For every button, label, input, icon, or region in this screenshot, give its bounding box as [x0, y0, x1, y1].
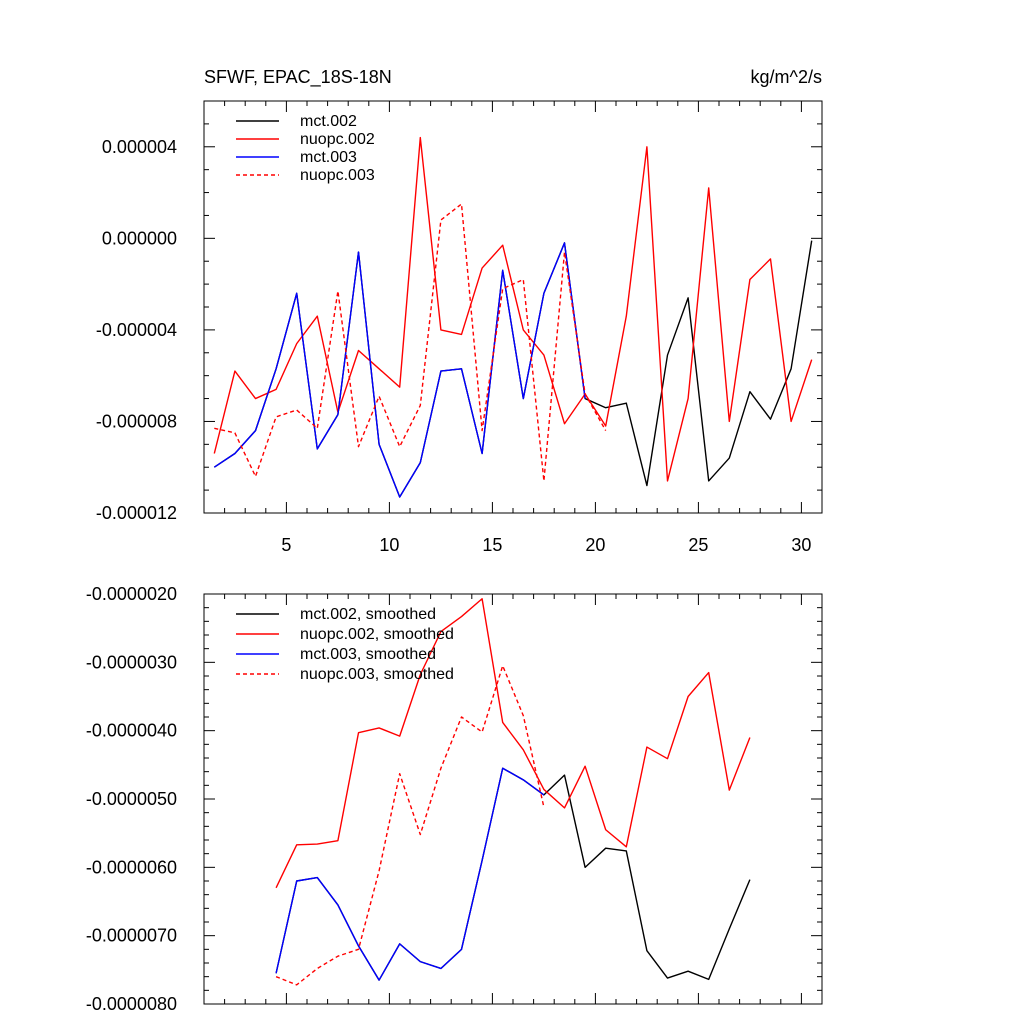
legend-label: nuopc.003: [300, 167, 375, 184]
y-tick-label: 0.000000: [102, 228, 177, 248]
y-tick-label: -0.0000070: [86, 926, 177, 946]
legend-label: nuopc.002, smoothed: [300, 626, 454, 643]
x-tick-label: 15: [482, 535, 502, 555]
y-tick-label: -0.000008: [96, 411, 177, 431]
y-tick-label: -0.0000030: [86, 652, 177, 672]
series-line-2: [275, 767, 545, 981]
legend-label: mct.003: [300, 149, 357, 166]
series-line-3: [214, 203, 607, 482]
series-line-1: [275, 598, 751, 889]
y-tick-label: -0.0000040: [86, 721, 177, 741]
y-tick-label: -0.000012: [96, 503, 177, 523]
x-tick-label: 5: [281, 535, 291, 555]
y-tick-label: -0.0000050: [86, 789, 177, 809]
series-line-0: [275, 767, 751, 981]
legend-label: nuopc.002: [300, 131, 375, 148]
y-tick-label: -0.0000020: [86, 584, 177, 604]
series-line-3: [275, 665, 545, 986]
top-chart-panel: SFWF, EPAC_18S-18N kg/m^2/s 5 10 15 20 25 30 0…: [96, 67, 823, 555]
plot-frame: [203, 100, 823, 514]
legend-label: mct.002, smoothed: [300, 606, 436, 623]
x-tick-label: 30: [791, 535, 811, 555]
series-line-1: [213, 136, 813, 482]
x-tick-label: 25: [688, 535, 708, 555]
legend-label: nuopc.003, smoothed: [300, 666, 454, 683]
y-tick-label: 0.000004: [102, 137, 177, 157]
x-tick-label: 10: [379, 535, 399, 555]
chart-title: SFWF, EPAC_18S-18N: [204, 67, 392, 88]
plot-frame: [203, 593, 823, 1005]
chart-units: kg/m^2/s: [751, 67, 822, 87]
y-tick-label: -0.0000080: [86, 994, 177, 1014]
legend-label: mct.002: [300, 113, 357, 130]
bottom-chart-panel: -0.0000020 -0.0000030 -0.0000040 -0.0000050…: [86, 584, 823, 1014]
legend-label: mct.003, smoothed: [300, 646, 436, 663]
series-line-0: [213, 240, 813, 498]
series-line-2: [213, 242, 586, 498]
y-tick-label: -0.0000060: [86, 857, 177, 877]
x-tick-label: 20: [585, 535, 605, 555]
y-tick-label: -0.000004: [96, 320, 177, 340]
